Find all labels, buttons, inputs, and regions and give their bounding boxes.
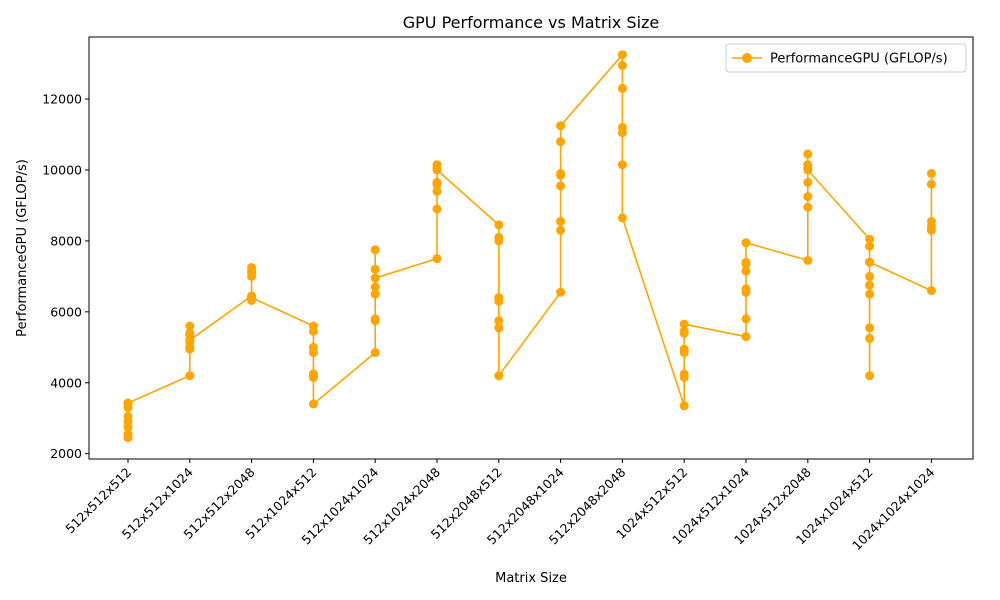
data-point [308,348,318,358]
data-point [803,192,813,202]
data-point [865,333,875,343]
y-tick-label: 4000 [50,375,82,390]
data-point [741,284,751,294]
data-point [803,202,813,212]
data-point [432,165,442,175]
data-point [185,371,195,381]
legend-entry-label: PerformanceGPU (GFLOP/s) [770,52,948,67]
data-point [494,323,504,333]
data-point [247,263,257,272]
data-point [432,204,442,214]
y-tick-label: 2000 [50,446,82,461]
data-point [370,273,380,283]
data-point [679,344,689,354]
data-point [123,429,133,439]
data-point [556,169,566,178]
data-point [432,186,442,196]
data-point [865,289,875,299]
y-tick-label: 12000 [42,92,82,107]
data-point [741,266,751,276]
data-point [494,316,504,326]
data-point [865,280,875,290]
data-point [247,293,257,303]
data-point [926,179,936,189]
data-point [308,326,318,336]
data-point [679,401,689,411]
data-point [185,328,195,338]
y-tick-label: 10000 [42,162,82,177]
plot-area [123,50,936,443]
data-point [741,332,751,342]
data-point [556,181,566,191]
data-point [556,225,566,235]
data-point [617,83,627,93]
data-point [617,160,627,170]
data-point [679,369,689,379]
data-point [926,216,936,226]
data-point [865,241,875,251]
data-point [370,282,380,292]
data-point [556,137,566,147]
data-point [123,398,133,408]
data-point [679,326,689,336]
data-point [185,321,195,331]
data-point [803,149,813,159]
data-point [123,411,133,421]
data-point [926,169,936,178]
data-point [432,177,442,187]
y-axis-label: PerformanceGPU (GFLOP/s) [15,159,30,337]
data-point [617,60,627,70]
data-point [308,399,318,409]
data-point [617,213,627,223]
data-point [370,264,380,274]
legend-box [725,43,967,73]
data-point [370,314,380,324]
data-point [494,296,504,306]
data-point [556,121,566,131]
data-point [556,287,566,297]
data-point [865,257,875,267]
data-point [803,177,813,187]
legend: PerformanceGPU (GFLOP/s) [725,43,967,73]
data-point [741,314,751,324]
data-point [370,348,380,358]
y-tick-label: 6000 [50,304,82,319]
data-point [494,371,504,381]
chart-title: GPU Performance vs Matrix Size [403,13,660,32]
plot-frame [88,36,974,460]
data-point [865,234,875,244]
data-point [432,254,442,264]
data-point [803,165,813,175]
data-point [741,257,751,267]
data-point [494,236,504,246]
data-point [185,335,195,345]
data-point [679,319,689,329]
data-point [308,371,318,381]
x-axis-label: Matrix Size [495,571,567,586]
y-axis: 2000 4000 6000 8000 10000 12000 [42,92,89,461]
data-point [494,220,504,230]
legend-marker-swatch [742,53,752,63]
data-point [803,255,813,265]
data-point [926,286,936,296]
data-point [865,371,875,381]
data-point [741,238,751,248]
data-point [556,216,566,226]
data-point [617,128,627,138]
data-point [865,271,875,281]
data-point [865,323,875,333]
y-tick-label: 8000 [50,233,82,248]
data-point [370,245,380,255]
data-point [370,289,380,299]
data-point [617,50,627,60]
